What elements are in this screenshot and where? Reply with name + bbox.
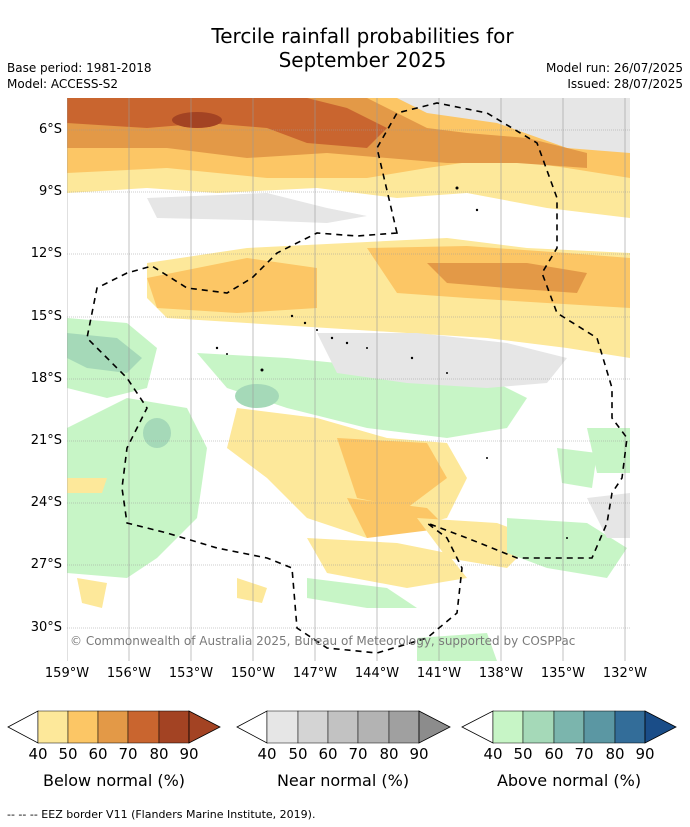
lon-label-132w: 132°W	[602, 666, 648, 681]
cbar-near-tick: 50	[288, 745, 308, 763]
cbar-near-tick: 60	[318, 745, 338, 763]
meta-right: Model run: 26/07/2025 Issued: 28/07/2025	[546, 60, 683, 92]
map-title: Tercile rainfall probabilities for Septe…	[0, 24, 690, 72]
cbar-near-label: Near normal (%)	[276, 771, 410, 790]
cbar-below-tick: 70	[118, 745, 138, 763]
probability-map	[67, 98, 630, 661]
lon-label-159w: 159°W	[44, 666, 90, 681]
cbar-near-tick: 90	[409, 745, 429, 763]
lat-label-27s: 27°S	[30, 557, 62, 572]
base-period: Base period: 1981-2018	[7, 61, 152, 75]
title-line-1: Tercile rainfall probabilities for	[211, 24, 514, 48]
cbar-below-tick: 50	[58, 745, 78, 763]
model-run: Model run: 26/07/2025	[545, 61, 683, 75]
cbar-above-label: Above normal (%)	[496, 771, 642, 790]
lon-label-156w: 156°W	[106, 666, 152, 681]
colorbars	[7, 710, 677, 744]
cbar-below-tick: 80	[149, 745, 169, 763]
lon-label-153w: 153°W	[168, 666, 214, 681]
cbar-near-tick: 80	[379, 745, 399, 763]
cbar-above-tick: 50	[513, 745, 533, 763]
cbar-above-tick: 40	[483, 745, 503, 763]
cbar-above-tick: 70	[574, 745, 594, 763]
cbar-below-tick: 90	[179, 745, 199, 763]
lon-label-138w: 138°W	[478, 666, 524, 681]
lon-label-144w: 144°W	[354, 666, 400, 681]
lon-label-150w: 150°W	[230, 666, 276, 681]
lat-label-6s: 6°S	[38, 122, 62, 137]
lat-label-9s: 9°S	[38, 184, 62, 199]
eez-footnote: -- -- -- EEZ border V11 (Flanders Marine…	[7, 808, 316, 821]
cbar-near-tick: 70	[348, 745, 368, 763]
colorbar-near	[236, 710, 451, 744]
model-name: Model: ACCESS-S2	[7, 77, 119, 91]
lat-label-30s: 30°S	[30, 620, 62, 635]
cbar-below-tick: 60	[88, 745, 108, 763]
cbar-above-tick: 60	[544, 745, 564, 763]
map-canvas	[67, 98, 630, 661]
colorbar-below	[7, 710, 221, 744]
cbar-below-tick: 40	[28, 745, 48, 763]
cbar-below-label: Below normal (%)	[42, 771, 186, 790]
lon-label-147w: 147°W	[292, 666, 338, 681]
lat-label-24s: 24°S	[30, 495, 62, 510]
copyright-notice: © Commonwealth of Australia 2025, Bureau…	[70, 634, 576, 648]
lat-label-12s: 12°S	[30, 246, 62, 261]
cbar-above-tick: 80	[605, 745, 625, 763]
lat-label-18s: 18°S	[30, 371, 62, 386]
issued-date: Issued: 28/07/2025	[567, 77, 683, 91]
lat-label-21s: 21°S	[30, 433, 62, 448]
meta-left: Base period: 1981-2018 Model: ACCESS-S2	[7, 60, 152, 92]
lon-label-135w: 135°W	[540, 666, 586, 681]
title-line-2: September 2025	[278, 48, 447, 72]
lat-label-15s: 15°S	[30, 309, 62, 324]
colorbar-above	[461, 710, 677, 744]
cbar-above-tick: 90	[635, 745, 655, 763]
cbar-near-tick: 40	[257, 745, 277, 763]
lon-label-141w: 141°W	[416, 666, 462, 681]
